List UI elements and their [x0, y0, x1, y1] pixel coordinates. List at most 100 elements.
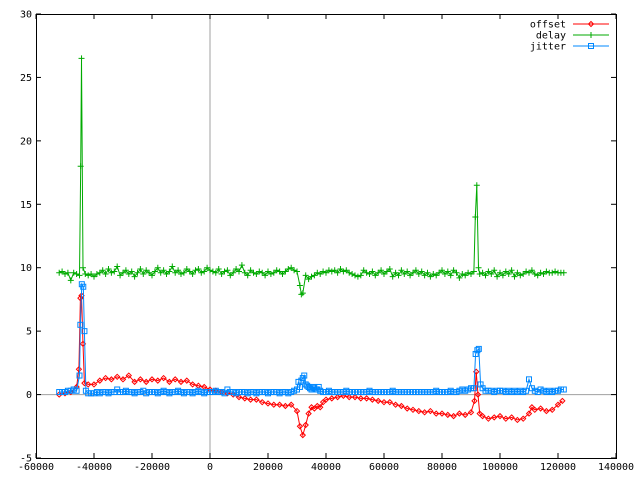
data-point-offset — [96, 377, 104, 384]
data-point-delay — [337, 265, 344, 272]
data-point-delay — [288, 264, 295, 271]
data-point-delay — [241, 269, 248, 276]
legend-item-jitter: jitter — [530, 42, 609, 53]
data-point-delay — [494, 273, 501, 280]
data-point-delay — [166, 268, 173, 275]
data-point-delay — [267, 271, 274, 278]
data-point-delay — [250, 269, 257, 276]
data-point-delay — [91, 273, 97, 280]
data-point-offset — [90, 381, 98, 388]
data-point-offset — [519, 415, 527, 422]
data-point-delay — [88, 271, 95, 278]
data-point-offset — [166, 378, 173, 386]
data-point-offset — [84, 381, 92, 388]
data-point-delay — [325, 267, 332, 274]
data-point-offset — [264, 400, 272, 407]
data-point-delay — [470, 268, 477, 275]
data-point-delay — [215, 265, 222, 272]
data-point-delay — [102, 271, 109, 278]
data-point-delay — [436, 269, 443, 276]
data-point-jitter — [474, 347, 481, 354]
data-point-delay — [140, 271, 147, 278]
data-point-delay — [531, 271, 538, 278]
data-point-delay — [59, 268, 66, 275]
data-point-delay — [212, 269, 219, 276]
data-point-delay — [230, 269, 237, 276]
x-tick-label: -20000 — [134, 462, 170, 473]
data-point-offset — [554, 401, 562, 408]
data-point-offset — [282, 402, 289, 410]
legend-label: offset — [530, 20, 566, 31]
data-point-offset — [75, 365, 83, 373]
data-point-delay — [560, 269, 567, 276]
data-point-offset — [316, 404, 324, 411]
data-point-offset — [456, 410, 463, 417]
data-point-offset — [548, 406, 556, 414]
data-point-delay — [418, 268, 425, 275]
x-tick-label: 0 — [207, 462, 213, 473]
data-point-offset — [496, 412, 504, 420]
data-point-delay — [363, 269, 370, 276]
data-point-delay — [552, 268, 559, 275]
data-point-delay — [77, 163, 84, 170]
legend-item-offset: offset — [530, 20, 609, 31]
data-point-delay — [540, 271, 547, 278]
data-point-delay — [456, 274, 463, 281]
data-point-delay — [398, 267, 405, 274]
data-point-offset — [302, 421, 309, 429]
data-point-delay — [462, 272, 469, 279]
data-point-offset — [398, 402, 405, 410]
data-point-delay — [360, 267, 367, 274]
data-point-delay — [308, 273, 315, 280]
data-point-delay — [256, 268, 263, 275]
data-point-offset — [229, 391, 237, 398]
data-point-offset — [55, 391, 63, 398]
data-point-jitter — [470, 385, 477, 392]
data-point-delay — [453, 269, 460, 276]
data-point-delay — [180, 269, 187, 276]
data-point-delay — [334, 269, 341, 276]
data-point-delay — [291, 267, 298, 274]
series-line-offset — [59, 295, 563, 437]
y-tick-label: 25 — [20, 73, 32, 84]
data-point-jitter — [80, 283, 87, 290]
data-point-delay — [508, 267, 515, 274]
data-point-delay — [105, 265, 112, 272]
data-point-delay — [340, 268, 347, 275]
x-tick-label: 80000 — [427, 462, 457, 473]
legend-item-delay: delay — [536, 31, 609, 42]
data-point-offset — [438, 410, 446, 417]
x-tick-label: -40000 — [76, 462, 112, 473]
data-point-delay — [131, 273, 138, 280]
data-point-delay — [534, 272, 541, 279]
data-point-delay — [488, 271, 495, 278]
data-point-delay — [311, 272, 318, 279]
series-layer — [55, 55, 567, 439]
x-tick-labels: -60000 -40000 -20000 0 20000 40000 60000 80000 1… — [18, 462, 634, 473]
data-point-jitter — [475, 345, 482, 352]
data-point-delay — [473, 182, 480, 189]
data-point-offset — [380, 398, 388, 406]
data-point-delay — [209, 268, 216, 275]
x-tick-label: -60000 — [18, 462, 54, 473]
data-point-delay — [354, 273, 361, 280]
data-point-offset — [502, 415, 510, 422]
data-point-delay — [386, 265, 393, 272]
data-point-delay — [383, 268, 390, 275]
data-point-delay — [227, 272, 234, 279]
data-point-delay — [366, 271, 373, 278]
data-point-delay — [439, 267, 445, 274]
data-point-delay — [395, 272, 402, 279]
data-point-offset — [485, 415, 492, 422]
data-point-delay — [157, 269, 164, 276]
y-tick-label: 5 — [26, 327, 32, 338]
data-point-delay — [375, 269, 382, 276]
data-point-delay — [421, 272, 428, 279]
data-point-delay — [154, 264, 161, 271]
data-point-delay — [472, 213, 479, 220]
y-tick-label: -5 — [20, 454, 32, 465]
data-point-offset — [508, 414, 515, 421]
data-point-delay — [346, 269, 353, 276]
data-point-delay — [514, 269, 521, 276]
data-point-jitter — [73, 387, 80, 394]
